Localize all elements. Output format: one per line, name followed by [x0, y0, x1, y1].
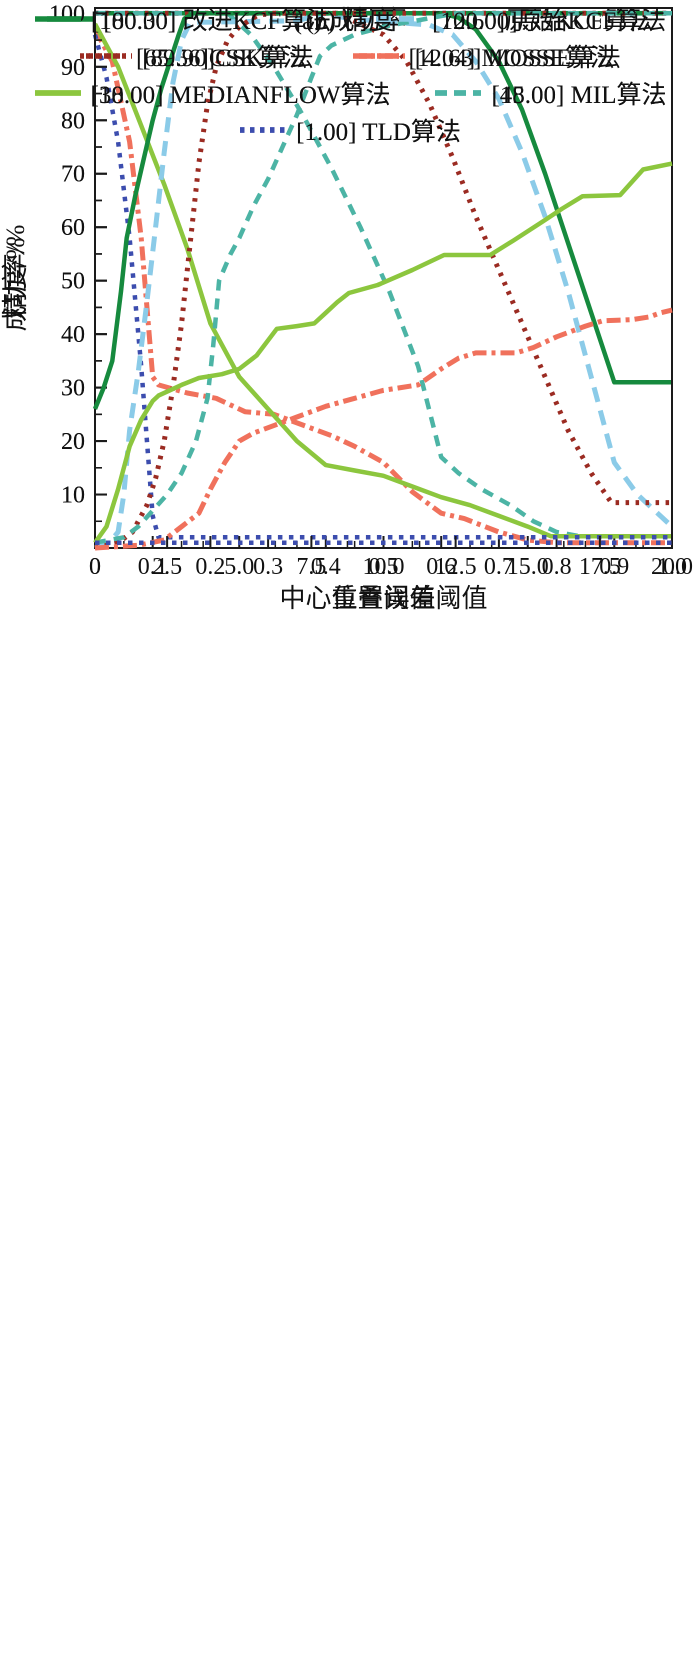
legend-item-original-kcf: [100.00]原始KCF算法	[375, 1, 666, 37]
x-tick-label: 0.8	[542, 554, 572, 580]
x-tick-label: 15.0	[507, 554, 549, 580]
legend-row: [89.90]CSK算法 [4.04] MOSSE算法	[0, 37, 700, 74]
legend-swatch-original-kcf-icon	[376, 15, 423, 22]
line-mosse	[92, 28, 672, 546]
line-original-kcf	[95, 10, 674, 529]
y-tick-label: 90	[61, 55, 85, 81]
legend-row: [18.00] MEDIANFLOW算法 [45.00] MIL算法	[0, 74, 700, 111]
y-tick-label: 70	[61, 162, 85, 188]
legend-label-medianflow: [30.00] MEDIANFLOW算法	[90, 81, 391, 109]
x-tick-label: 5.0	[224, 554, 254, 580]
legend-swatch-medianflow-icon	[34, 89, 81, 96]
y-tick-label: 100	[49, 1, 85, 27]
x-tick-label: 0.2	[195, 554, 225, 580]
legend-label-medianflow: [18.00] MEDIANFLOW算法	[90, 81, 391, 109]
x-tick-label: 1.0	[657, 554, 687, 580]
legend-label-mil: [45.00] MIL算法	[491, 81, 667, 109]
y-tick-label: 10	[61, 483, 85, 509]
legend-swatch-mil-icon	[435, 89, 482, 96]
line-tld	[92, 34, 672, 540]
x-tick-label: 0.9	[599, 554, 629, 580]
legend-label-tld: [1.00] TLD算法	[296, 118, 461, 146]
y-tick-label: 20	[61, 429, 85, 455]
precision-chart: 0 2.5 5.0 7.5 10.0 12.5 15.0 17.5 20.0 10 20 30 40 50…	[1, 1, 693, 613]
legend-swatch-tld-icon	[240, 126, 287, 133]
y-tick-label: 50	[61, 269, 85, 295]
legend-swatch-csk-icon	[79, 52, 126, 59]
x-tick-label: 0.5	[369, 554, 399, 580]
y-tick-label: 30	[61, 376, 85, 402]
y-tick-label: 10	[61, 483, 85, 509]
success-rate-chart: 0 0.1 0.2 0.3 0.4 0.5 0.6 0.7 0.8 0.9 1.0 10 20 30 40 5…	[1, 1, 687, 613]
line-medianflow	[93, 161, 673, 545]
legend-item-csk: [89.90]CSK算法	[85, 38, 314, 74]
legend-label-mil: [18.00] MIL算法	[491, 81, 667, 109]
line-mosse	[94, 307, 673, 551]
x-tick-label: 0.3	[253, 554, 283, 580]
legend-item-csk: [65.56]CSK算法	[79, 38, 308, 74]
legend-item-tld: [1.00] TLD算法	[239, 112, 461, 148]
precision-legend: [100.00] 改进KCF算法 [100.00]原始KCF算法 [89.90]CS…	[0, 0, 700, 148]
x-axis-label: 中心位置误差阈值	[279, 584, 487, 613]
legend-row: [100.00] 改进KCF算法 [100.00]原始KCF算法	[0, 0, 700, 37]
x-tick-label: 10.0	[363, 554, 405, 580]
legend-row: [1.00] TLD算法	[0, 111, 700, 148]
x-tick-label: 17.5	[579, 554, 621, 580]
y-tick-label: 60	[61, 215, 85, 241]
x-tick-label: 12.5	[435, 554, 477, 580]
line-medianflow	[93, 22, 672, 539]
legend-label-improved-kcf: [100.00] 改进KCF算法	[90, 7, 332, 35]
y-axis-label: 精度/%	[1, 238, 30, 319]
legend-item-improved-kcf: [100.00] 改进KCF算法	[34, 1, 331, 37]
plot-border	[94, 7, 673, 549]
legend-label-mosse: [4.04] MOSSE算法	[414, 44, 615, 72]
y-tick-label: 50	[61, 269, 85, 295]
caption-b: (b) 精度	[305, 6, 395, 35]
y-tick-label: 30	[61, 376, 85, 402]
legend-swatch-csk-icon	[86, 52, 133, 59]
legend-row: [1.00] TLD算法	[0, 111, 700, 148]
y-tick-label: 90	[61, 55, 85, 81]
legend-label-csk: [65.56]CSK算法	[135, 44, 308, 72]
legend-item-medianflow: [30.00] MEDIANFLOW算法	[34, 75, 391, 111]
line-improved-kcf	[92, 11, 672, 410]
y-tick-label: 100	[49, 1, 85, 27]
y-tick-label: 70	[61, 162, 85, 188]
x-tick-label: 0.1	[138, 554, 168, 580]
x-tick-label: 0	[89, 554, 101, 580]
x-tick-label: 0	[89, 554, 101, 580]
x-tick-label: 7.5	[296, 554, 326, 580]
legend-item-mil: [18.00] MIL算法	[434, 75, 666, 111]
legend-label-tld: [1.00] TLD算法	[296, 118, 461, 146]
y-tick-label: 40	[61, 322, 85, 348]
line-mil	[95, 11, 672, 539]
y-tick-label: 40	[61, 322, 85, 348]
x-tick-label: 0.7	[484, 554, 514, 580]
x-tick-label: 0.4	[311, 554, 341, 580]
legend-row: [30.00] MEDIANFLOW算法 [18.00] MIL算法	[0, 74, 700, 111]
x-tick-label: 20.0	[651, 554, 693, 580]
legend-item-tld: [1.00] TLD算法	[239, 112, 461, 148]
legend-label-csk: [89.90]CSK算法	[142, 44, 314, 72]
line-original-kcf	[94, 10, 672, 551]
line-improved-kcf	[95, 11, 672, 385]
legend-label-mosse: [12.63] MOSSE算法	[408, 44, 622, 72]
legend-item-medianflow: [18.00] MEDIANFLOW算法	[34, 75, 391, 111]
y-tick-label: 20	[61, 429, 85, 455]
y-axis-label: 成功率/%	[1, 225, 30, 332]
x-axis-label: 重叠阈值	[331, 584, 435, 613]
legend-swatch-improved-kcf-icon	[34, 15, 81, 22]
y-tick-label: 80	[61, 108, 85, 134]
x-tick-label: 0.6	[426, 554, 456, 580]
y-tick-label: 60	[61, 215, 85, 241]
legend-swatch-mosse-icon	[358, 52, 405, 59]
legend-label-original-kcf: [100.00]原始KCF算法	[432, 7, 667, 35]
legend-item-mosse: [4.04] MOSSE算法	[358, 38, 615, 74]
y-tick-label: 80	[61, 108, 85, 134]
line-mil	[94, 11, 672, 545]
x-tick-label: 2.5	[152, 554, 182, 580]
